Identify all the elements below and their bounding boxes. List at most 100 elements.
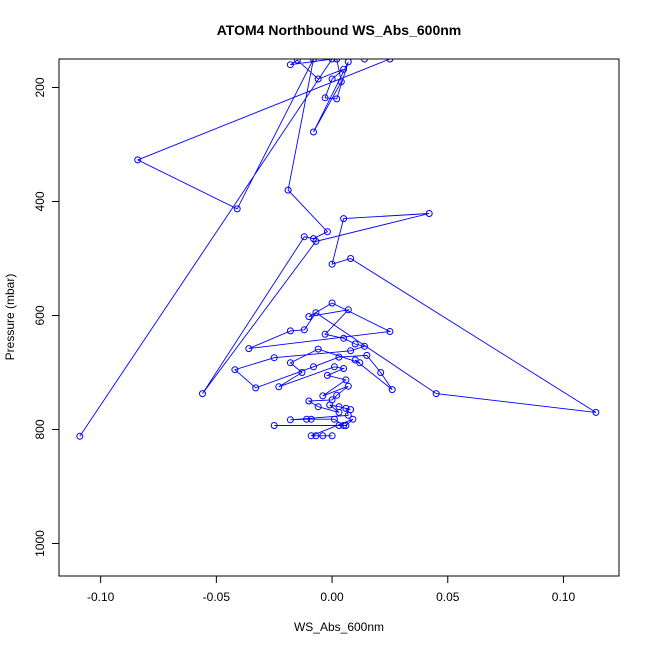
data-point-77 [340, 422, 348, 429]
data-point-46 [310, 363, 317, 371]
data-point-31 [300, 326, 308, 334]
y-tick-label-0: 200 [33, 77, 47, 97]
data-point-17 [310, 59, 317, 63]
data-point-52 [356, 359, 364, 367]
data-point-9 [344, 59, 352, 66]
data-point-61 [319, 392, 327, 400]
data-point-69 [335, 403, 343, 411]
data-point-84 [319, 432, 327, 440]
data-point-66 [314, 403, 322, 411]
data-point-34 [386, 328, 394, 335]
data-point-5 [340, 65, 348, 73]
data-point-7 [321, 94, 329, 102]
data-point-76 [330, 415, 338, 423]
data-point-35 [328, 299, 336, 307]
data-point-15 [134, 156, 142, 164]
data-point-59 [323, 371, 331, 379]
data-point-32 [286, 327, 294, 335]
series-points [76, 59, 600, 440]
x-tick-label-4: 0.10 [552, 590, 576, 604]
series-lines [79, 59, 597, 437]
data-point-71 [342, 404, 350, 412]
data-point-42 [347, 347, 355, 355]
data-point-3 [293, 59, 301, 64]
data-point-37 [344, 306, 352, 314]
data-point-38 [321, 330, 329, 338]
y-axis-label: Pressure (mbar) [3, 274, 17, 361]
data-point-14 [386, 59, 394, 63]
data-point-12 [333, 59, 341, 63]
data-point-57 [330, 363, 338, 371]
data-point-72 [344, 411, 352, 419]
data-point-13 [361, 59, 368, 63]
data-point-74 [303, 415, 311, 423]
data-point-28 [592, 408, 600, 416]
chart-title: ATOM4 Northbound WS_Abs_600nm [217, 22, 462, 38]
data-point-80 [342, 422, 350, 429]
data-point-78 [270, 422, 278, 429]
data-point-29 [432, 390, 440, 398]
y-tick-label-1: 400 [33, 191, 47, 211]
data-point-27 [347, 255, 355, 262]
data-point-79 [335, 422, 343, 429]
data-point-21 [300, 233, 308, 241]
data-point-48 [363, 351, 371, 359]
data-point-73 [286, 416, 294, 424]
data-point-1 [328, 59, 336, 63]
x-tick-label-3: 0.05 [436, 590, 460, 604]
data-point-6 [328, 75, 336, 83]
data-point-0 [76, 432, 84, 440]
data-point-2 [286, 61, 294, 69]
data-point-68 [326, 401, 334, 409]
data-point-82 [307, 432, 315, 440]
data-point-36 [305, 313, 313, 321]
data-point-24 [425, 210, 433, 217]
data-point-11 [337, 78, 345, 86]
series-line-0 [79, 59, 597, 437]
x-axis-label: WS_Abs_600nm [294, 620, 384, 634]
data-point-75 [307, 415, 315, 423]
y-tick-label-3: 800 [33, 419, 47, 439]
y-tick-label-4: 1000 [33, 530, 47, 557]
x-tick-label-0: -0.10 [87, 590, 115, 604]
data-point-50 [388, 386, 396, 394]
data-point-30 [312, 309, 320, 317]
data-point-18 [284, 186, 292, 194]
data-point-65 [305, 397, 313, 405]
data-point-55 [298, 369, 306, 376]
y-axis: 200 400 600 800 1000 [33, 77, 60, 557]
data-point-56 [275, 383, 283, 391]
data-point-40 [351, 340, 359, 348]
data-point-60 [342, 376, 350, 384]
data-point-19 [323, 228, 331, 236]
x-axis: -0.10 -0.05 0.00 0.05 0.10 [87, 575, 576, 604]
data-point-4 [314, 75, 322, 83]
data-point-70 [347, 406, 355, 414]
data-point-8 [333, 95, 341, 103]
data-point-85 [328, 432, 336, 440]
data-point-22 [199, 390, 206, 398]
data-point-39 [340, 334, 348, 342]
data-point-63 [333, 391, 341, 399]
data-point-33 [245, 345, 253, 353]
data-point-25 [340, 215, 348, 223]
data-point-41 [361, 342, 368, 350]
data-point-81 [349, 415, 357, 423]
data-point-43 [270, 354, 278, 362]
data-point-26 [328, 260, 336, 268]
data-point-23 [312, 237, 320, 245]
data-point-53 [314, 345, 322, 353]
x-tick-label-2: 0.00 [320, 590, 344, 604]
data-point-16 [233, 205, 241, 213]
data-point-83 [312, 432, 320, 440]
data-point-49 [377, 369, 385, 376]
data-point-10 [310, 128, 317, 136]
y-tick-label-2: 600 [33, 305, 47, 325]
data-point-45 [252, 384, 260, 392]
data-point-47 [335, 353, 343, 361]
data-point-58 [340, 365, 348, 372]
x-tick-label-1: -0.05 [203, 590, 231, 604]
data-point-44 [231, 366, 239, 374]
data-point-54 [286, 359, 294, 367]
